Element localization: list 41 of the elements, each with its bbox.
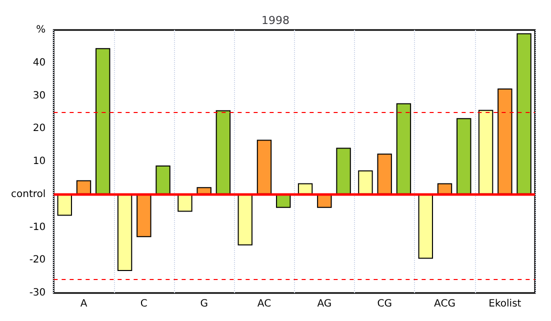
y-tick-label: -10 <box>29 222 46 233</box>
y-tick-label: 40 <box>32 57 46 68</box>
bar <box>298 183 313 194</box>
y-tick-label: -20 <box>29 254 46 266</box>
x-tick-label: A <box>80 298 88 310</box>
bar <box>317 194 332 208</box>
x-tick-label: Ekolist <box>488 298 522 310</box>
bar <box>96 48 110 194</box>
bar <box>216 110 231 194</box>
bar <box>156 165 170 194</box>
x-tick-label: AG <box>317 298 332 310</box>
bar <box>516 33 532 194</box>
bar <box>456 118 472 194</box>
bar <box>196 187 212 194</box>
y-tick-label: -30 <box>29 288 46 298</box>
x-tick-label: C <box>140 298 148 310</box>
y-tick-label: control <box>10 188 46 200</box>
bar <box>256 140 272 194</box>
y-tick-label: 10 <box>32 156 46 167</box>
x-tick-label: G <box>200 298 208 310</box>
bar <box>136 194 152 238</box>
x-tick-label: ACG <box>434 298 456 310</box>
bar <box>377 154 392 194</box>
bar <box>478 110 494 194</box>
bar <box>396 103 412 194</box>
y-tick-label: 30 <box>32 90 46 102</box>
bar <box>57 194 72 216</box>
bar <box>336 148 351 194</box>
bar <box>437 183 452 194</box>
bar <box>418 194 433 259</box>
bar <box>178 194 192 212</box>
chart-title: 1998 <box>262 14 290 27</box>
x-tick-label: CG <box>377 298 392 310</box>
x-tick-label: AC <box>257 298 272 310</box>
bar <box>498 88 512 194</box>
bar <box>76 180 92 194</box>
bar <box>238 194 252 246</box>
y-tick-label: % <box>36 24 46 36</box>
y-tick-label: 20 <box>32 123 46 134</box>
bar <box>358 170 373 194</box>
bar <box>117 194 132 271</box>
